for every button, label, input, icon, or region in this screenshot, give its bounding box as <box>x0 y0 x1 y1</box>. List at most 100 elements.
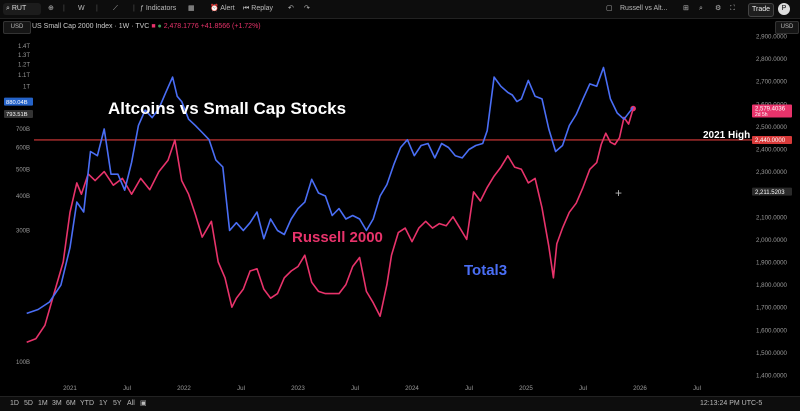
right-tick-label: 1,600.0000 <box>756 327 788 334</box>
right-tick-label: 1,900.0000 <box>756 260 788 267</box>
avatar[interactable]: P <box>778 3 790 15</box>
date-range-icon[interactable]: ▣ <box>140 400 147 407</box>
left-price-tag-label: 880.04B <box>6 100 28 106</box>
x-tick-label: 2026 <box>633 385 647 392</box>
range-ytd[interactable]: YTD <box>80 400 94 407</box>
left-tick-label: 600B <box>16 146 30 152</box>
interval-button[interactable]: W <box>78 5 85 12</box>
range-5d[interactable]: 5D <box>24 400 33 407</box>
currency-left[interactable]: USD <box>3 21 31 34</box>
right-tick-label: 1,800.0000 <box>756 282 788 289</box>
fullscreen-icon[interactable]: ⛶ <box>730 5 735 12</box>
replay-icon: ⏮ <box>243 5 250 12</box>
right-tick-label: 2,700.0000 <box>756 79 788 86</box>
left-tick-label: 1T <box>23 84 30 90</box>
chart-type-icon[interactable]: ⟋ <box>113 5 118 12</box>
right-tick-label: 1,500.0000 <box>756 350 788 357</box>
x-tick-label: 2025 <box>519 385 533 392</box>
layout-name[interactable]: Russell vs Alt... <box>620 5 668 12</box>
russell-line <box>26 108 634 343</box>
left-tick-label: 1.4T <box>18 44 30 50</box>
right-axis: 2,900.00002,800.00002,700.00002,600.0000… <box>752 34 792 380</box>
legend-series-name: US Small Cap 2000 Index · 1W · TVC <box>32 23 150 30</box>
chart-canvas[interactable]: 1.4T 1.3T 1.2T 1.1T 1T 793.51B 700B 600B 500B 400… <box>0 0 800 396</box>
legend-price: 2,478.1776 <box>163 23 199 30</box>
redo-icon[interactable]: ↷ <box>304 5 310 12</box>
clock[interactable]: 12:13:24 PM UTC-5 <box>700 400 763 407</box>
alarm-icon: ⏰ <box>210 5 219 12</box>
right-price-tag-label: 2,211.5203 <box>755 190 785 196</box>
right-tick-label: 2,500.0000 <box>756 124 788 131</box>
annotation-layer: Altcoins vs Small Cap Stocks Russell 200… <box>108 99 750 279</box>
chart-title: Altcoins vs Small Cap Stocks <box>108 99 346 118</box>
range-1m[interactable]: 1M <box>38 400 48 407</box>
x-tick-label: 2022 <box>177 385 191 392</box>
left-tick-label: 300B <box>16 229 30 235</box>
left-tick-label: 400B <box>16 194 30 200</box>
range-1y[interactable]: 1Y <box>99 400 108 407</box>
x-tick-label: 2024 <box>405 385 419 392</box>
range-5y[interactable]: 5Y <box>113 400 122 407</box>
legend-change: +41.8566 (+1.72%) <box>200 23 261 30</box>
series-legend: US Small Cap 2000 Index · 1W · TVC ■ ● 2… <box>32 22 261 32</box>
high-label: 2021 High <box>703 130 750 141</box>
quick-search-icon[interactable]: ⌕ <box>699 5 703 12</box>
layout-grid-icon[interactable]: ⊞ <box>683 5 689 12</box>
replay-button[interactable]: ⏮ Replay <box>243 5 274 12</box>
right-price-tag-label: 2,440.0000 <box>755 138 786 144</box>
trade-button[interactable]: Trade <box>748 3 774 17</box>
x-tick-label: 2023 <box>291 385 305 392</box>
right-tick-label: 2,800.0000 <box>756 56 788 63</box>
search-icon: ⌕ <box>6 5 10 12</box>
right-tick-label: 2,100.0000 <box>756 214 788 221</box>
legend-close-icon[interactable]: ■ <box>151 23 156 30</box>
range-6m[interactable]: 6M <box>66 400 76 407</box>
right-tick-label: 1,400.0000 <box>756 373 788 380</box>
left-price-tag-label: 793.51B <box>6 112 28 118</box>
total3-label: Total3 <box>464 262 507 279</box>
range-3m[interactable]: 3M <box>52 400 62 407</box>
x-tick-label: Jul <box>123 385 131 392</box>
left-tick-label: 1.3T <box>18 53 30 59</box>
symbol-label: RUT <box>11 5 27 12</box>
x-tick-label: Jul <box>579 385 587 392</box>
right-price-tag <box>752 187 792 196</box>
crosshair-cursor-icon: + <box>615 186 622 200</box>
right-price-tag-label: 2,579.4036 <box>755 107 786 113</box>
indicators-button[interactable]: ƒ Indicators <box>140 5 177 12</box>
left-tick-label: 100B <box>16 360 30 366</box>
layout-checkbox-icon[interactable]: ▢ <box>606 5 613 12</box>
left-tick-label: 1.1T <box>18 73 30 79</box>
symbol-search[interactable]: ⌕ RUT <box>3 3 41 15</box>
right-tick-label: 2,300.0000 <box>756 169 788 176</box>
currency-right[interactable]: USD <box>775 21 799 34</box>
x-tick-label: Jul <box>351 385 359 392</box>
templates-icon[interactable]: ▦ <box>188 5 195 12</box>
x-tick-label: 2021 <box>63 385 77 392</box>
right-tick-label: 1,700.0000 <box>756 305 788 312</box>
right-tick-label: 2,400.0000 <box>756 147 788 154</box>
left-price-tag <box>4 109 33 118</box>
left-price-tag <box>4 97 33 106</box>
left-axis: 1.4T 1.3T 1.2T 1.1T 1T 793.51B 700B 600B 500B 400… <box>4 44 33 366</box>
right-price-tag <box>752 104 792 118</box>
russell-label: Russell 2000 <box>292 229 383 246</box>
right-tick-label: 2,000.0000 <box>756 237 788 244</box>
left-tick-label: 1.2T <box>18 63 30 69</box>
add-symbol-icon[interactable]: ⊕ <box>48 5 54 12</box>
right-tick-label: 2,900.0000 <box>756 34 788 41</box>
range-all[interactable]: All <box>127 400 135 407</box>
series-layer <box>26 66 752 343</box>
x-tick-label: Jul <box>465 385 473 392</box>
alert-button[interactable]: ⏰ Alert <box>210 5 235 12</box>
x-tick-label: Jul <box>237 385 245 392</box>
right-price-tag <box>752 135 792 144</box>
x-tick-label: Jul <box>693 385 701 392</box>
market-status-icon: ● <box>157 23 162 30</box>
settings-icon[interactable]: ⚙ <box>715 5 722 12</box>
undo-icon[interactable]: ↶ <box>288 5 294 12</box>
range-1d[interactable]: 1D <box>10 400 19 407</box>
top-toolbar: ⌕ RUT ⊕ | W | ⟋ | ƒ Indicators ▦ ⏰ Alert… <box>0 0 800 19</box>
left-tick-label: 700B <box>16 127 30 133</box>
total3-line <box>26 66 634 315</box>
